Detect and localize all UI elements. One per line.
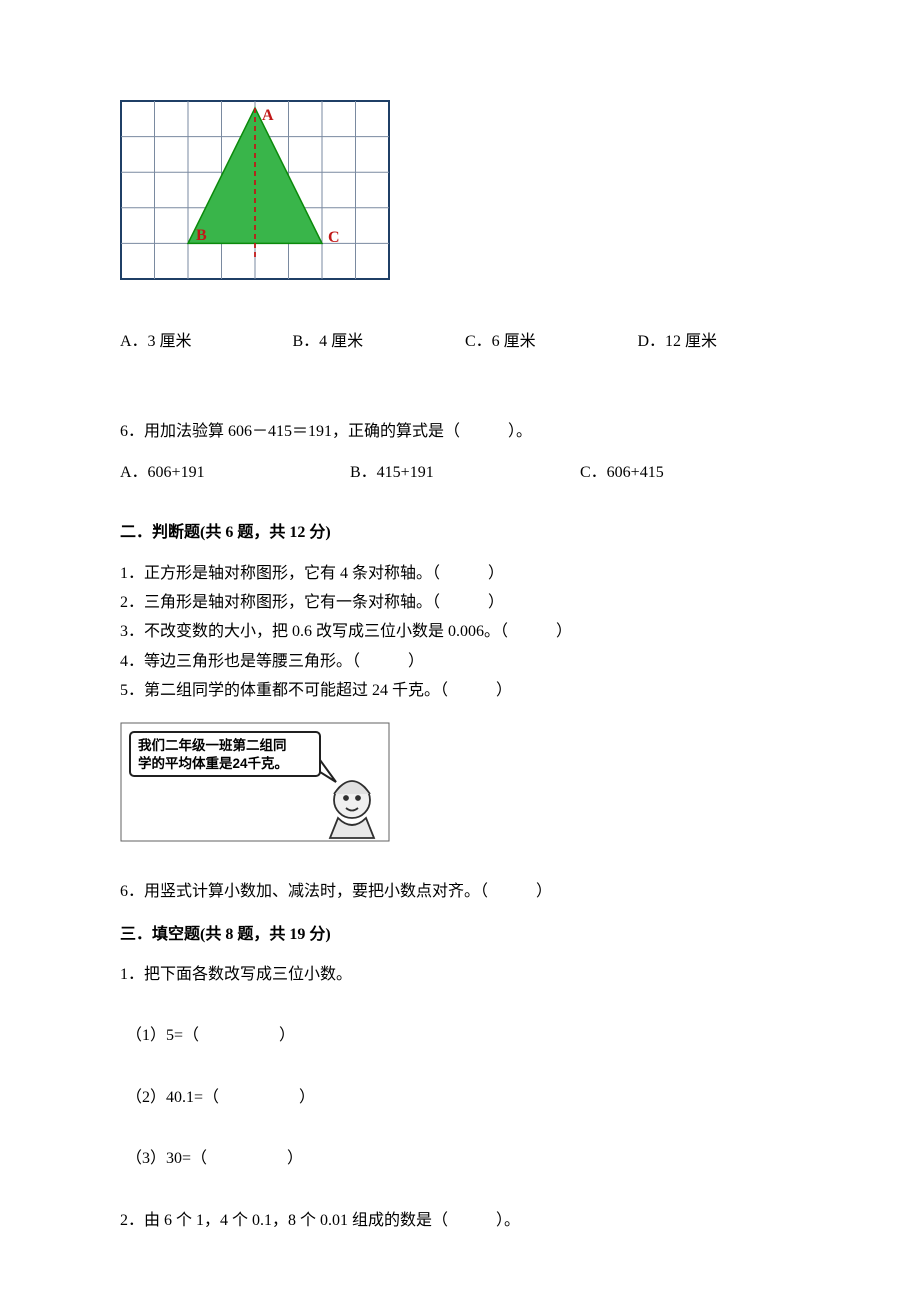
speech-line2: 学的平均体重是24千克。: [138, 755, 288, 771]
section2-title: 二．判断题(共 6 题，共 12 分): [120, 520, 810, 546]
option-b: B．4 厘米: [293, 329, 466, 355]
s2-q5: 5．第二组同学的体重都不可能超过 24 千克。（ ）: [120, 677, 810, 704]
speech-line1: 我们二年级一班第二组同: [138, 737, 287, 753]
speech-figure: 我们二年级一班第二组同 学的平均体重是24千克。: [120, 722, 810, 851]
s3-q1-3: （3）30=（ ）: [120, 1146, 810, 1172]
triangle-figure: A B C: [120, 100, 810, 289]
option-b: B．415+191: [350, 460, 580, 486]
option-d: D．12 厘米: [638, 329, 811, 355]
s2-q4: 4．等边三角形也是等腰三角形。（ ）: [120, 648, 810, 675]
section2-list: 1．正方形是轴对称图形，它有 4 条对称轴。（ ） 2．三角形是轴对称图形，它有…: [120, 560, 810, 704]
triangle-options: A．3 厘米 B．4 厘米 C．6 厘米 D．12 厘米: [120, 329, 810, 355]
s2-q6: 6．用竖式计算小数加、减法时，要把小数点对齐。（ ）: [120, 879, 810, 905]
label-a: A: [262, 107, 274, 124]
s2-q3: 3．不改变数的大小，把 0.6 改写成三位小数是 0.006。（ ）: [120, 618, 810, 645]
s2-q1: 1．正方形是轴对称图形，它有 4 条对称轴。（ ）: [120, 560, 810, 587]
s2-q2: 2．三角形是轴对称图形，它有一条对称轴。（ ）: [120, 589, 810, 616]
section3-title: 三．填空题(共 8 题，共 19 分): [120, 922, 810, 948]
label-b: B: [196, 227, 207, 244]
s3-q1-1: （1）5=（ ）: [120, 1023, 810, 1049]
s3-q1-2: （2）40.1=（ ）: [120, 1085, 810, 1111]
speech-svg: 我们二年级一班第二组同 学的平均体重是24千克。: [120, 722, 390, 842]
s3-q2: 2．由 6 个 1，4 个 0.1，8 个 0.01 组成的数是（ ）。: [120, 1208, 810, 1234]
option-c: C．6 厘米: [465, 329, 638, 355]
option-a: A．606+191: [120, 460, 350, 486]
option-a: A．3 厘米: [120, 329, 293, 355]
label-c: C: [328, 229, 340, 246]
q6a-stem: 6．用加法验算 606－415＝191，正确的算式是（ ）。: [120, 419, 810, 445]
triangle-svg: A B C: [120, 100, 390, 280]
child-icon: [330, 781, 374, 838]
s3-q1-stem: 1．把下面各数改写成三位小数。: [120, 962, 810, 988]
q6a-options: A．606+191 B．415+191 C．606+415: [120, 460, 810, 486]
option-c: C．606+415: [580, 460, 810, 486]
